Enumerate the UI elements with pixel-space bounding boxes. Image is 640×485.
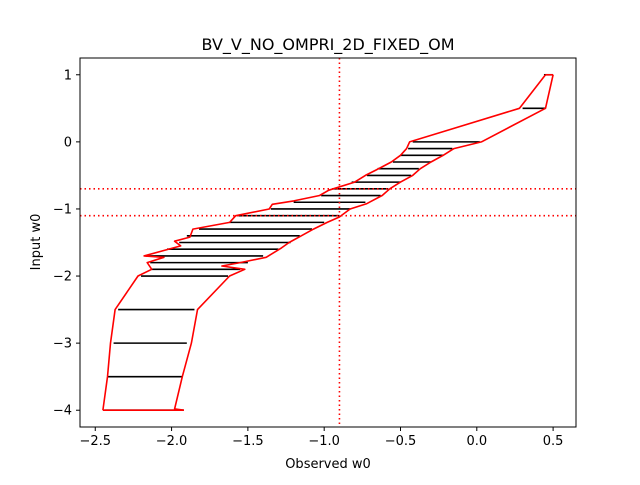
y-axis-label: Input w0 [29,214,44,271]
x-tick-label: −2.0 [156,434,188,449]
envelope-right-line [173,74,554,411]
y-tick-label: −2 [53,270,72,285]
y-tick-label: −1 [53,202,72,217]
envelope-left-line [102,74,547,411]
x-tick-label: 0.5 [543,434,564,449]
x-tick-label: −0.5 [385,434,417,449]
x-axis-label: Observed w0 [285,457,371,472]
chart-title: BV_V_NO_OMPRI_2D_FIXED_OM [201,35,454,55]
y-tick-label: −4 [53,404,72,419]
x-tick-label: −1.5 [232,434,264,449]
x-tick-label: −1.0 [308,434,340,449]
x-tick-label: 0.0 [466,434,487,449]
y-tick-label: 1 [64,68,72,83]
x-tick-label: −2.5 [79,434,111,449]
plot-area: −2.5 −2.0 −1.5 −1.0 −0.5 0.0 0.5 −4 −3 −2 −1 0 1 [53,57,577,449]
y-tick-label: −3 [53,337,72,352]
axes-frame [79,57,577,428]
y-tick-label: 0 [64,135,72,150]
